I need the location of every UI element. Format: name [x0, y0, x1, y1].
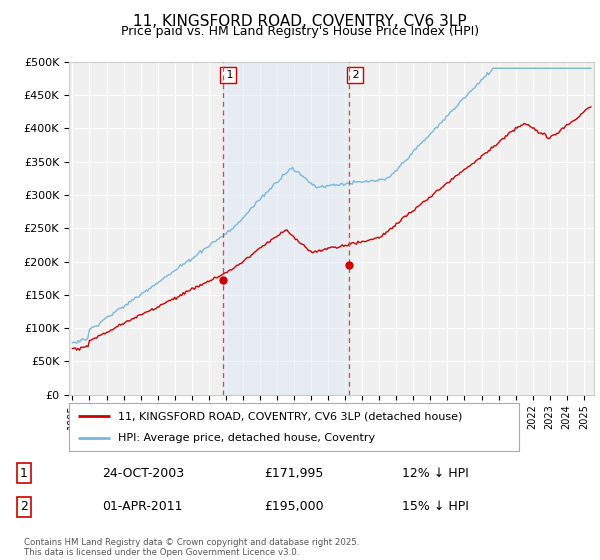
Text: 2: 2	[20, 500, 28, 514]
Text: 24-OCT-2003: 24-OCT-2003	[102, 466, 184, 480]
Text: 01-APR-2011: 01-APR-2011	[102, 500, 182, 514]
Text: 2: 2	[349, 70, 360, 80]
Text: 11, KINGSFORD ROAD, COVENTRY, CV6 3LP (detached house): 11, KINGSFORD ROAD, COVENTRY, CV6 3LP (d…	[119, 411, 463, 421]
Text: HPI: Average price, detached house, Coventry: HPI: Average price, detached house, Cove…	[119, 433, 376, 443]
Text: 11, KINGSFORD ROAD, COVENTRY, CV6 3LP: 11, KINGSFORD ROAD, COVENTRY, CV6 3LP	[133, 14, 467, 29]
Text: 1: 1	[223, 70, 233, 80]
Text: Contains HM Land Registry data © Crown copyright and database right 2025.
This d: Contains HM Land Registry data © Crown c…	[24, 538, 359, 557]
Text: Price paid vs. HM Land Registry's House Price Index (HPI): Price paid vs. HM Land Registry's House …	[121, 25, 479, 38]
Text: £195,000: £195,000	[264, 500, 323, 514]
Text: 12% ↓ HPI: 12% ↓ HPI	[402, 466, 469, 480]
Text: 1: 1	[20, 466, 28, 480]
Text: 15% ↓ HPI: 15% ↓ HPI	[402, 500, 469, 514]
Bar	[223, 62, 349, 395]
Text: £171,995: £171,995	[264, 466, 323, 480]
